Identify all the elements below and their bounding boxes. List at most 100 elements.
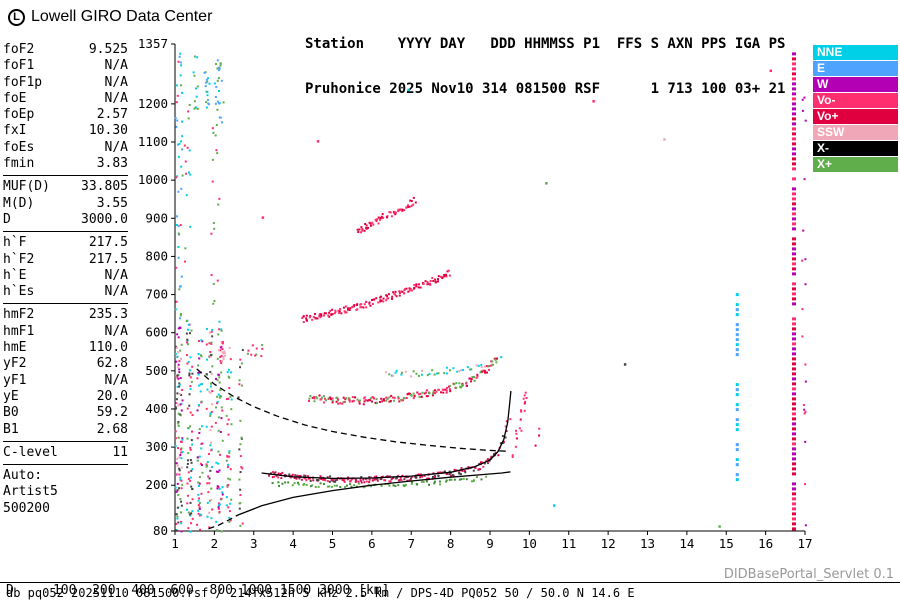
param-row: foF2 9.525 — [3, 42, 128, 58]
legend-item-ssw: SSW — [813, 125, 898, 140]
param-row: h`Es N/A — [3, 284, 128, 300]
svg-text:800: 800 — [145, 248, 168, 263]
svg-text:13: 13 — [640, 536, 655, 551]
svg-text:7: 7 — [407, 536, 415, 551]
param-value: 2.57 — [96, 107, 128, 123]
svg-text:12: 12 — [601, 536, 616, 551]
legend: NNE E W Vo- Vo+ SSW X- X+ — [813, 45, 898, 173]
param-row: h`E N/A — [3, 268, 128, 284]
svg-text:6: 6 — [368, 536, 376, 551]
param-value: 3.83 — [96, 156, 128, 172]
param-row: B0 59.2 — [3, 405, 128, 421]
param-label: MUF(D) — [3, 179, 50, 195]
svg-text:16: 16 — [758, 536, 773, 551]
param-row: yF1 N/A — [3, 373, 128, 389]
param-row: M(D) 3.55 — [3, 196, 128, 212]
svg-text:8: 8 — [447, 536, 455, 551]
param-label: hmF2 — [3, 307, 35, 323]
svg-text:11: 11 — [561, 536, 576, 551]
param-value: N/A — [104, 323, 128, 339]
autoscaling-info-line: Artist5 — [3, 484, 58, 500]
param-value: 33.805 — [81, 179, 128, 195]
param-value: 11 — [112, 444, 128, 460]
param-label: D — [3, 211, 11, 227]
param-value: 3.55 — [96, 195, 128, 211]
param-label: C-level — [3, 444, 58, 460]
param-value: 217.5 — [88, 235, 128, 251]
legend-item-x-: X+ — [813, 157, 898, 172]
param-value: 2.68 — [96, 421, 128, 437]
svg-text:80: 80 — [153, 523, 168, 538]
param-label: h`F2 — [3, 251, 35, 267]
param-label: h`E — [3, 267, 27, 283]
param-value: 217.5 — [88, 251, 128, 267]
svg-text:200: 200 — [145, 477, 168, 492]
param-value: N/A — [104, 58, 128, 74]
distance-row: D 100 200 400 600 800 1000 1500 3000 [km… — [6, 583, 390, 598]
svg-text:600: 600 — [145, 325, 168, 340]
param-label: foEs — [3, 139, 35, 155]
legend-item-w: W — [813, 77, 898, 92]
param-row: B1 2.68 — [3, 422, 128, 438]
param-value: 9.525 — [88, 42, 128, 57]
autoscaling-info-line: 500200 — [3, 500, 50, 516]
divider — [3, 231, 128, 233]
measurement-header: Station YYYY DAY DDD HHMMSS P1 FFS S AXN… — [305, 7, 785, 127]
param-label: foF2 — [3, 42, 35, 57]
svg-text:1000: 1000 — [138, 172, 168, 187]
param-value: 235.3 — [88, 307, 128, 323]
param-row: MUF(D) 33.805 — [3, 179, 128, 195]
param-label: yE — [3, 388, 19, 404]
svg-text:2: 2 — [211, 536, 219, 551]
lowell-giro-logo: L Lowell GIRO Data Center — [8, 8, 212, 26]
param-label: foF1p — [3, 74, 43, 90]
legend-item-nne: NNE — [813, 45, 898, 60]
param-label: yF2 — [3, 356, 27, 372]
svg-text:400: 400 — [145, 401, 168, 416]
param-row: hmE 110.0 — [3, 340, 128, 356]
param-label: hmE — [3, 340, 27, 356]
svg-text:9: 9 — [486, 536, 494, 551]
distance-muf-table: D 100 200 400 600 800 1000 1500 3000 [km… — [6, 553, 397, 600]
svg-text:3: 3 — [250, 536, 258, 551]
param-value: 62.8 — [96, 356, 128, 372]
svg-text:1: 1 — [171, 536, 179, 551]
legend-item-x-: X- — [813, 141, 898, 156]
param-row: foEp 2.57 — [3, 107, 128, 123]
param-value: N/A — [104, 90, 128, 106]
divider — [3, 464, 128, 466]
header-columns-line: Station YYYY DAY DDD HHMMSS P1 FFS S AXN… — [305, 36, 786, 52]
param-value: 110.0 — [88, 340, 128, 356]
param-value: 10.30 — [88, 123, 128, 139]
svg-text:4: 4 — [289, 536, 297, 551]
servlet-version-label: DIDBasePortal_Servlet 0.1 — [723, 567, 894, 582]
param-value: N/A — [104, 139, 128, 155]
param-row: foF1p N/A — [3, 75, 128, 91]
param-label: yF1 — [3, 372, 27, 388]
autoscaling-info-line: Auto: — [3, 468, 43, 484]
param-label: hmF1 — [3, 323, 35, 339]
legend-item-e: E — [813, 61, 898, 76]
param-row: D 3000.0 — [3, 212, 128, 228]
param-label: foF1 — [3, 58, 35, 74]
param-label: h`F — [3, 235, 27, 251]
param-value: 3000.0 — [81, 211, 128, 227]
lowell-logo-icon: L — [8, 8, 25, 26]
svg-text:1100: 1100 — [138, 134, 168, 149]
legend-item-vo-: Vo+ — [813, 109, 898, 124]
status-divider — [0, 582, 900, 583]
divider — [3, 303, 128, 305]
svg-text:1357: 1357 — [138, 38, 168, 51]
param-label: M(D) — [3, 195, 35, 211]
divider — [3, 440, 128, 442]
ionogram-plot: 8020030040050060070080090010001100120013… — [138, 38, 813, 551]
param-row: h`F2 217.5 — [3, 252, 128, 268]
svg-text:10: 10 — [522, 536, 537, 551]
param-label: B0 — [3, 405, 19, 421]
svg-text:500: 500 — [145, 363, 168, 378]
param-label: foEp — [3, 107, 35, 123]
param-row: h`F 217.5 — [3, 235, 128, 251]
param-row: hmF1 N/A — [3, 324, 128, 340]
param-label: fxI — [3, 123, 27, 139]
param-value: N/A — [104, 267, 128, 283]
